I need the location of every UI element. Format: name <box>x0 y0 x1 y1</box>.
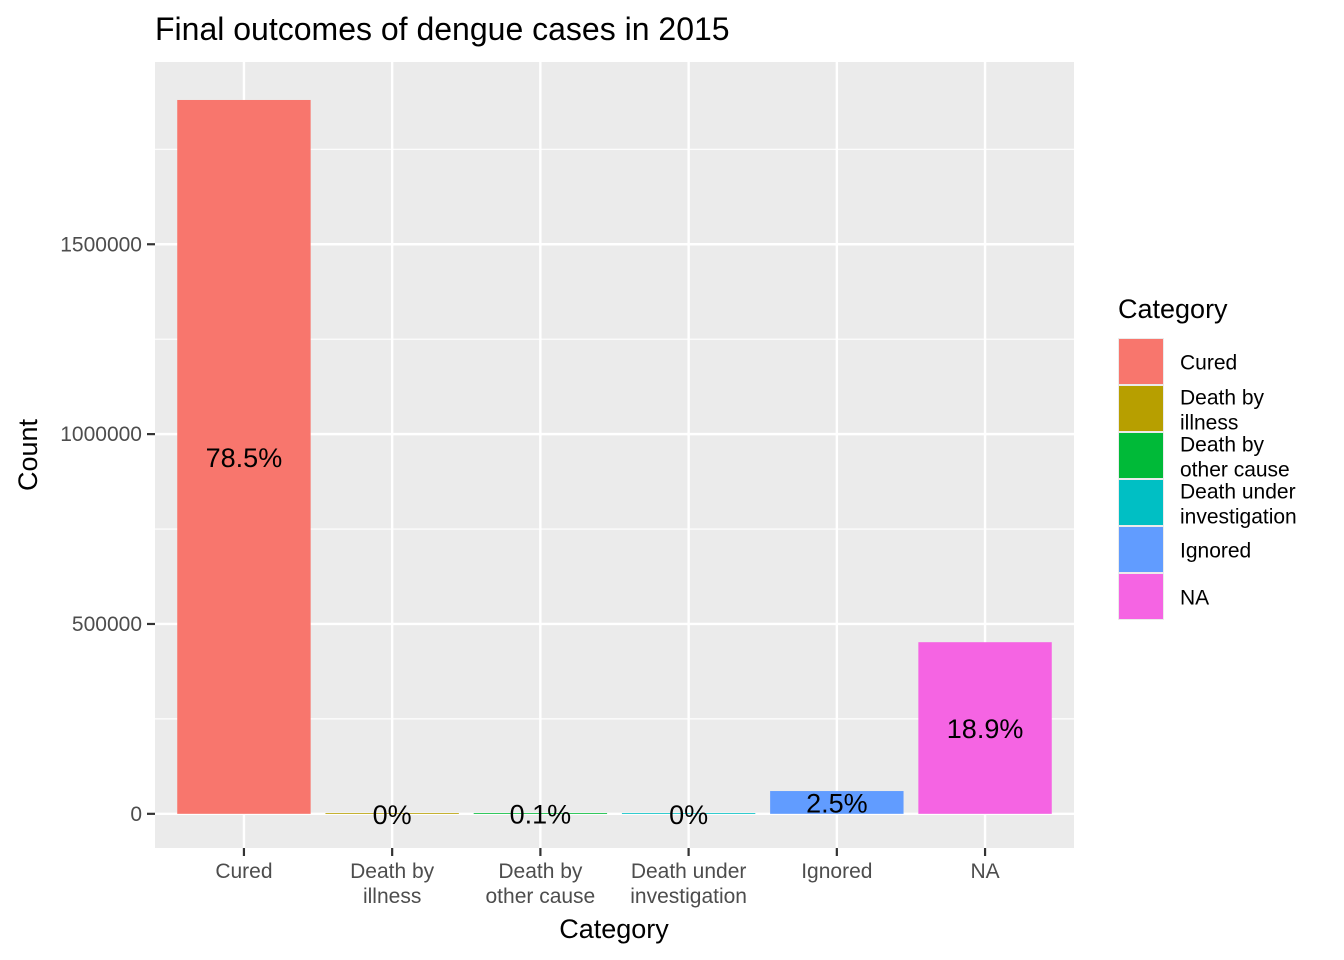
x-tick-label: Death by <box>498 860 583 883</box>
legend-title: Category <box>1118 294 1228 324</box>
x-tick-label: NA <box>970 860 999 883</box>
legend-swatch <box>1119 433 1163 478</box>
y-tick-label: 1000000 <box>60 423 142 446</box>
bar-value-label: 78.5% <box>206 443 283 473</box>
legend-label: NA <box>1180 587 1209 610</box>
x-tick-label: investigation <box>630 885 747 908</box>
legend-label: Ignored <box>1180 540 1251 563</box>
bars <box>177 99 1052 814</box>
bar-labels: 78.5% 0% 0.1% 0% 2.5% 18.9% <box>206 443 1024 830</box>
x-tick-label: Death under <box>631 860 747 883</box>
bar-value-label: 0% <box>373 800 412 830</box>
bar-death-by-other-cause <box>473 813 608 814</box>
legend-label: other cause <box>1180 459 1290 482</box>
legend-label: Death under <box>1180 481 1296 504</box>
legend-label: illness <box>1180 412 1238 435</box>
bar-na <box>918 642 1052 814</box>
bar-death-under-investigation <box>621 813 756 814</box>
y-tick-label: 0 <box>130 803 142 826</box>
x-tick-label: Cured <box>215 860 272 883</box>
legend-swatch <box>1119 386 1163 431</box>
x-tick-label: other cause <box>486 885 596 908</box>
y-axis-title: Count <box>13 418 43 491</box>
legend-swatch <box>1119 527 1163 572</box>
bar-value-label: 18.9% <box>947 714 1024 744</box>
y-tick-label: 500000 <box>72 613 142 636</box>
legend-label: Death by <box>1180 387 1265 410</box>
legend-swatch <box>1119 574 1163 619</box>
chart-title: Final outcomes of dengue cases in 2015 <box>155 11 730 47</box>
x-tick-label: Ignored <box>801 860 872 883</box>
bar-death-by-illness <box>325 813 459 814</box>
y-axis: 0 500000 1000000 1500000 <box>60 233 155 826</box>
bar-value-label: 0% <box>669 800 708 830</box>
legend-swatch <box>1119 480 1163 525</box>
x-tick-label: illness <box>363 885 421 908</box>
x-tick-label: Death by <box>350 860 435 883</box>
legend-label: Death by <box>1180 434 1265 457</box>
x-axis-title: Category <box>559 914 669 944</box>
bar-cured <box>177 99 311 814</box>
legend-label: investigation <box>1180 506 1297 529</box>
legend-label: Cured <box>1180 352 1237 375</box>
bar-value-label: 0.1% <box>510 799 572 829</box>
bar-ignored <box>770 791 904 814</box>
legend-swatch <box>1119 339 1163 384</box>
bar-value-label: 2.5% <box>806 788 868 818</box>
y-tick-label: 1500000 <box>60 233 142 256</box>
